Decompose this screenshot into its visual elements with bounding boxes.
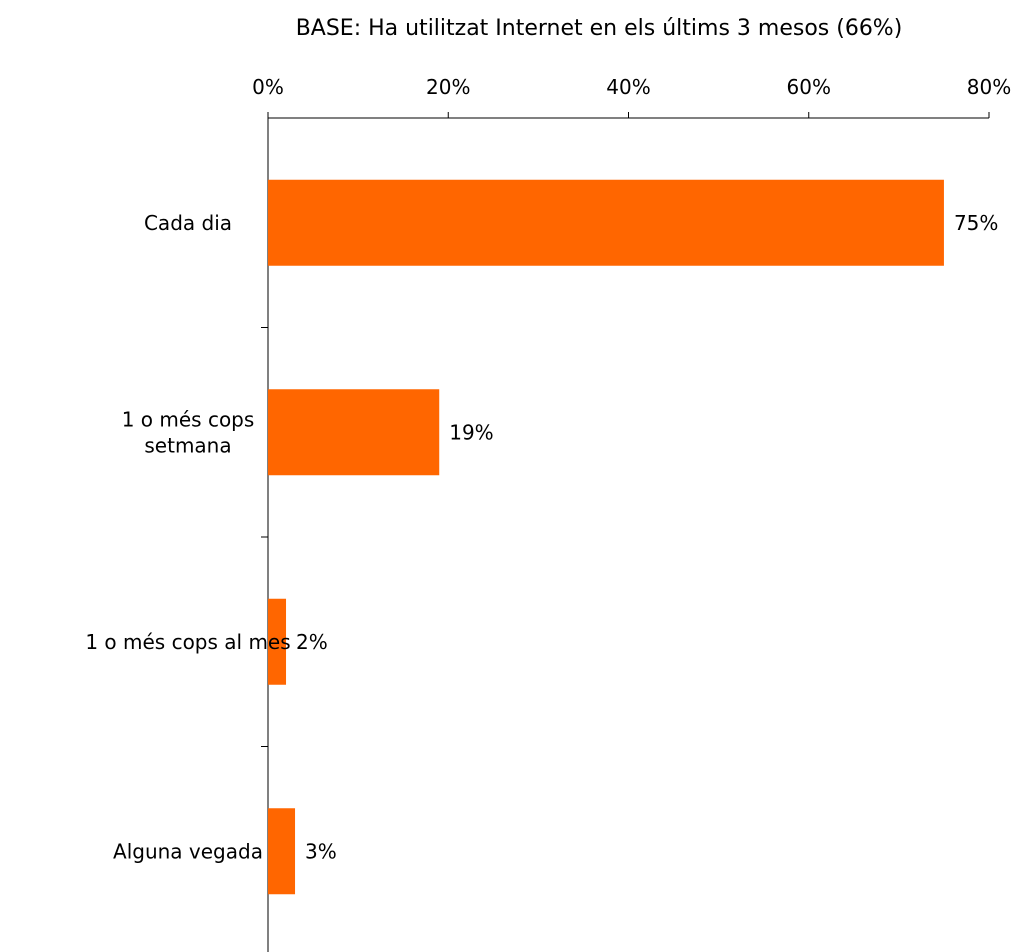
bar bbox=[268, 808, 296, 895]
category-label: 1 o més cops al mes bbox=[85, 630, 290, 654]
x-tick-label: 20% bbox=[426, 75, 470, 99]
chart-title: BASE: Ha utilitzat Internet en els últim… bbox=[295, 16, 903, 41]
x-tick-label: 60% bbox=[787, 75, 831, 99]
data-label: 19% bbox=[449, 420, 493, 444]
category-label: Cada dia bbox=[144, 211, 232, 235]
bar bbox=[268, 179, 944, 266]
data-label: 2% bbox=[296, 630, 328, 654]
category-label: 1 o més cops bbox=[122, 407, 255, 431]
x-tick-label: 80% bbox=[967, 75, 1011, 99]
category-label: setmana bbox=[144, 433, 231, 457]
x-tick-label: 0% bbox=[252, 75, 284, 99]
category-label: Alguna vegada bbox=[113, 839, 263, 863]
data-label: 3% bbox=[305, 839, 337, 863]
x-tick-label: 40% bbox=[606, 75, 650, 99]
bar bbox=[268, 389, 440, 476]
bar bbox=[268, 598, 287, 685]
data-label: 75% bbox=[954, 211, 998, 235]
